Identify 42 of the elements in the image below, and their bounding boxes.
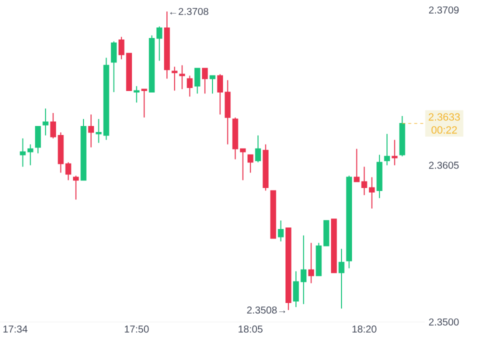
ref-line-label: 2.3633: [428, 113, 460, 121]
candlestick: [179, 64, 186, 90]
candlestick: [110, 40, 117, 93]
candlestick: [73, 175, 79, 200]
x-tick-label: 17:34: [3, 326, 28, 333]
candlestick: [361, 166, 368, 196]
candlestick: [42, 108, 48, 136]
annotation: ←2.3708: [170, 8, 208, 16]
annotation: 2.3508→: [247, 306, 286, 314]
candlestick: [392, 139, 398, 166]
candlestick: [278, 220, 284, 242]
candlestick: [217, 74, 224, 115]
candlestick: [27, 144, 34, 166]
y-tick-label: 2.3500: [429, 318, 459, 326]
candlestick: [194, 68, 200, 94]
candlestick: [134, 86, 140, 104]
candlestick: [338, 248, 344, 310]
candlestick: [202, 68, 208, 94]
candlestick: [384, 133, 390, 166]
candlestick: [368, 176, 375, 210]
candlestick: [96, 118, 102, 144]
text: 00:22: [432, 126, 457, 134]
candlestick: [240, 148, 246, 181]
x-tick-label: 17:50: [124, 326, 149, 333]
x-tick-label: 18:20: [352, 326, 376, 333]
y-tick-label: 2.3709: [429, 6, 459, 14]
candlestick: [141, 88, 148, 118]
x-tick-label: 18:05: [238, 326, 263, 333]
candlestick: [210, 75, 216, 94]
candlestick: [308, 242, 314, 284]
candlestick: [20, 138, 26, 168]
candlestick: [172, 66, 178, 92]
candlestick: [156, 26, 162, 62]
candlestick: [35, 126, 41, 154]
candlestick: [354, 148, 360, 182]
candlestick: [50, 112, 56, 139]
candlestick: [248, 154, 254, 174]
candlestick: [186, 75, 193, 98]
candlestick: [65, 162, 72, 181]
candlestick: [88, 114, 94, 148]
y-tick-label: 2.3605: [429, 162, 459, 169]
candlestick: [255, 134, 261, 163]
